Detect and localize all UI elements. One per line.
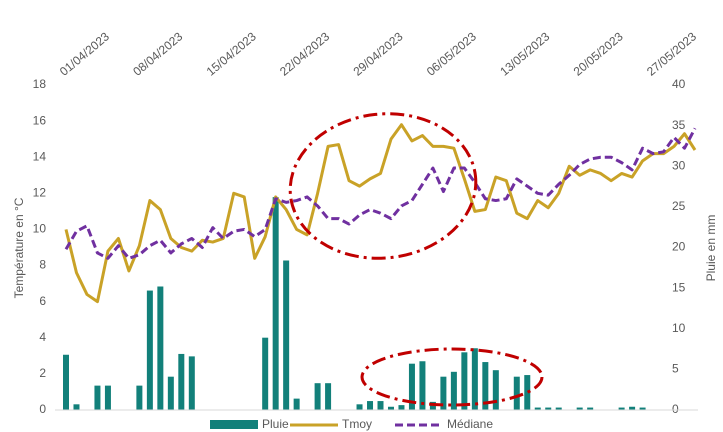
line [64,123,697,304]
y-tick-label: 2 [39,366,46,380]
y-tick-label: 6 [39,294,46,308]
legend-label: Tmoy [342,417,372,431]
y-axis-label: Température en °C [12,197,26,298]
y-tick-label: 18 [33,77,47,91]
bar [283,260,290,410]
bar [629,406,636,410]
bar [492,370,499,410]
bar [104,385,111,410]
bar [314,383,321,410]
bar [587,407,594,410]
y2-tick-label: 35 [672,118,686,132]
bar [398,405,405,410]
bar [178,353,185,410]
legend-label: Pluie [262,417,289,431]
bar [293,398,300,410]
bar [639,407,646,410]
y-tick-label: 4 [39,330,46,344]
bar [419,361,426,410]
bar [73,404,80,410]
x-tick-label: 08/04/2023 [130,29,185,79]
y2-tick-label: 25 [672,199,686,213]
bar [429,401,436,410]
bar [157,286,164,410]
y2-axis-label: Pluie en mm [704,215,718,282]
x-tick-label: 27/05/2023 [644,29,699,79]
y-tick-label: 16 [33,113,47,127]
y2-tick-label: 10 [672,321,686,335]
bar [167,376,174,410]
bar [513,376,520,410]
bar [482,362,489,410]
bar [545,407,552,410]
y-tick-label: 0 [39,402,46,416]
y2-tick-label: 40 [672,77,686,91]
bar [94,385,101,410]
bar [188,356,195,410]
y-tick-label: 10 [33,222,47,236]
bar [618,407,625,410]
bar [555,407,562,410]
annotation-ellipse [360,347,544,407]
bar [440,376,447,410]
x-tick-label: 13/05/2023 [497,29,552,79]
bar [377,401,384,410]
x-tick-label: 20/05/2023 [571,29,626,79]
bar [272,197,279,410]
y2-tick-label: 5 [672,362,679,376]
y-tick-label: 12 [33,186,47,200]
bar [367,401,374,410]
x-tick-label: 15/04/2023 [204,29,259,79]
legend-swatch [210,420,258,429]
y-tick-label: 8 [39,258,46,272]
bar [387,406,394,410]
bar [63,354,69,410]
bar [356,404,363,410]
x-tick-label: 06/05/2023 [424,29,479,79]
bar [450,371,457,410]
x-tick-label: 29/04/2023 [351,29,406,79]
bar [524,375,531,410]
y2-tick-label: 15 [672,280,686,294]
annotation-ellipse [288,112,478,260]
x-tick-label: 22/04/2023 [277,29,332,79]
bar [325,383,332,410]
y-tick-label: 14 [33,149,47,163]
line [64,127,697,260]
legend-label: Médiane [447,417,493,431]
x-tick-label: 01/04/2023 [57,29,112,79]
bar [146,290,153,410]
bar [408,363,415,410]
y2-tick-label: 0 [672,402,679,416]
bar [461,352,468,410]
y2-tick-label: 30 [672,158,686,172]
y2-tick-label: 20 [672,240,686,254]
bar [262,337,269,410]
bar [576,407,583,410]
bar [471,348,478,410]
bar [136,385,143,410]
bar [534,407,541,410]
